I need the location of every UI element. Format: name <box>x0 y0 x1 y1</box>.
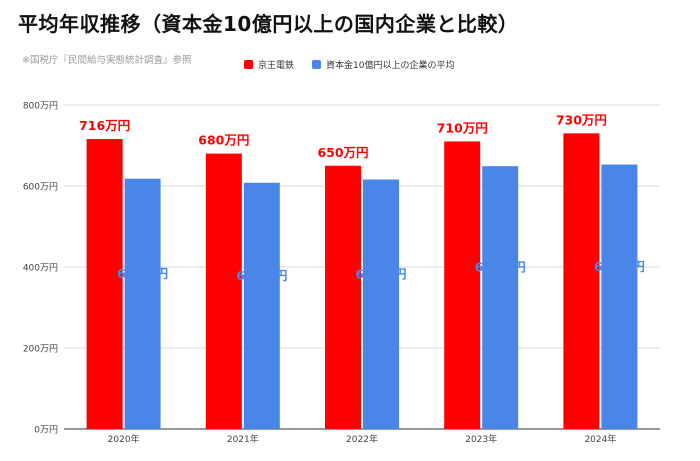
data-label-average: 618万円 <box>117 266 168 281</box>
legend-item-keio: 京王電鉄 <box>244 58 294 71</box>
bar-keio <box>563 133 600 429</box>
legend-swatch-average <box>312 60 322 69</box>
x-tick-label: 2022年 <box>346 433 378 445</box>
bar-average <box>482 166 519 429</box>
data-label-keio: 650万円 <box>317 145 368 160</box>
chart-title: 平均年収推移（資本金10億円以上の国内企業と比較） <box>18 12 519 36</box>
legend-label-keio: 京王電鉄 <box>258 61 295 71</box>
bar-keio <box>325 165 361 429</box>
data-label-keio: 716万円 <box>79 118 130 133</box>
data-label-average: 616万円 <box>355 266 406 281</box>
chart-legend: 京王電鉄 資本金10億円以上の企業の平均 <box>244 58 472 71</box>
bar-average <box>243 182 280 429</box>
y-tick-label: 800万円 <box>23 101 58 112</box>
x-tick-label: 2024年 <box>584 433 616 445</box>
data-label-average: 608万円 <box>236 268 287 283</box>
bar-average <box>601 164 638 429</box>
bar-keio <box>205 153 242 429</box>
legend-label-average: 資本金10億円以上の企業の平均 <box>326 61 455 71</box>
legend-swatch-keio <box>244 60 253 69</box>
bar-keio <box>86 139 123 429</box>
y-tick-label: 600万円 <box>23 182 58 193</box>
y-tick-label: 400万円 <box>23 263 58 274</box>
data-label-keio: 730万円 <box>556 112 607 127</box>
x-tick-label: 2020年 <box>108 433 140 445</box>
data-label-keio: 710万円 <box>437 120 488 135</box>
bar-keio <box>444 141 481 429</box>
x-tick-label: 2023年 <box>465 433 497 445</box>
bar-average <box>124 178 161 429</box>
data-label-keio: 680万円 <box>198 133 249 148</box>
source-note: ※国税庁『民間給与実態統計調査』参照 <box>22 55 192 66</box>
y-tick-label: 0万円 <box>34 425 58 436</box>
bar-average <box>363 179 399 429</box>
data-label-average: 653万円 <box>594 259 645 274</box>
data-label-average: 649万円 <box>475 260 526 275</box>
legend-item-average: 資本金10億円以上の企業の平均 <box>312 58 454 71</box>
x-tick-label: 2021年 <box>227 433 259 445</box>
y-tick-label: 200万円 <box>23 344 58 355</box>
